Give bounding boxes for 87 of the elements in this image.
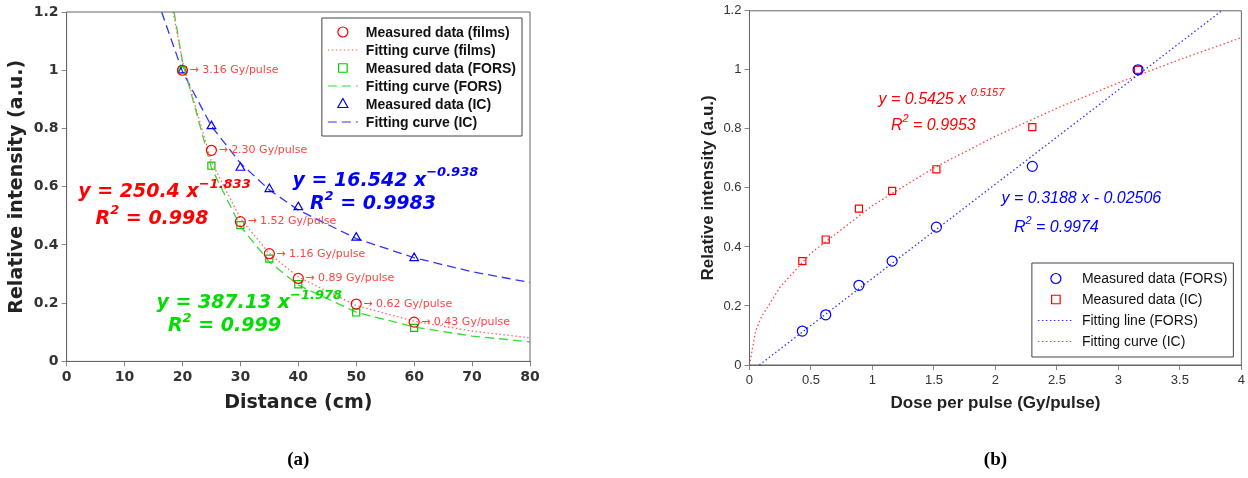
legend-label: Fitting curve (films): [365, 41, 496, 58]
annotation: y = 0.3188 x - 0.02506: [1000, 188, 1162, 206]
point: [821, 235, 830, 244]
x-tick-label: 2.5: [1047, 372, 1066, 388]
y-axis-title: Relative intensity (a.u.): [697, 95, 717, 281]
y-tick-label: 0.8: [723, 120, 742, 136]
point: [409, 252, 420, 262]
point: [234, 216, 246, 228]
point: [820, 309, 832, 321]
legend-label: Measured data (FORS): [1081, 270, 1228, 287]
y-tick-label: 0.2: [33, 293, 59, 310]
legend-label: Measured data (IC): [1081, 291, 1203, 308]
annotation: → 0.43 Gy/pulse: [421, 314, 511, 328]
point: [350, 298, 362, 310]
y-tick-label: 0.4: [33, 235, 59, 252]
point: [206, 120, 217, 130]
x-tick-label: 80: [520, 368, 540, 385]
point: [853, 279, 865, 291]
x-tick-label: 60: [404, 368, 425, 385]
text: (b): [983, 447, 1008, 470]
legend-label: Measured data (FORS): [365, 59, 516, 76]
x-axis-title: Dose per pulse (Gy/pulse): [890, 393, 1101, 413]
x-tick-label: 0: [745, 372, 754, 388]
y-tick-label: 0.4: [723, 238, 742, 254]
point: [265, 254, 274, 263]
x-tick-label: 40: [288, 368, 309, 385]
legend-label: Fitting curve (IC): [1081, 333, 1186, 350]
y-tick-label: 1.2: [723, 2, 742, 18]
annotation: → 1.52 Gy/pulse: [247, 214, 337, 228]
x-tick-label: 4: [1237, 372, 1245, 388]
y-axis-title: Relative intensity (a.u.): [4, 59, 27, 314]
point: [292, 272, 304, 285]
y-tick-label: 0.2: [723, 297, 742, 313]
point: [796, 325, 808, 337]
point: [854, 204, 864, 213]
x-tick-label: 3.5: [1170, 372, 1189, 388]
point: [1028, 122, 1037, 132]
legend-label: Measured data (IC): [365, 95, 492, 112]
annotation: → 2.30 Gy/pulse: [218, 143, 308, 157]
x-tick-label: 1: [868, 372, 877, 388]
point: [294, 280, 303, 289]
legend-label: Fitting curve (FORS): [365, 77, 502, 94]
legend-label: Measured data (films): [365, 23, 510, 40]
point: [263, 248, 275, 260]
x-tick-label: 1.5: [924, 372, 943, 388]
y-tick-label: 0.6: [33, 177, 59, 194]
point: [1026, 160, 1038, 172]
point: [932, 165, 941, 174]
x-tick-label: 0: [61, 368, 72, 385]
point: [235, 162, 246, 171]
point: [798, 256, 807, 266]
x-tick-label: 3: [1114, 372, 1123, 388]
y-tick-label: 0: [734, 356, 742, 372]
y-tick-label: 0: [48, 352, 59, 369]
point: [886, 255, 898, 267]
legend-label: Fitting line (FORS): [1081, 312, 1198, 329]
x-tick-label: 70: [462, 368, 483, 385]
point: [408, 316, 420, 328]
point: [264, 183, 275, 193]
x-tick-label: 10: [114, 368, 135, 385]
y-tick-label: 1: [48, 60, 59, 77]
annotation: → 0.62 Gy/pulse: [363, 296, 453, 310]
annotation: y = 0.5425 x 0.5157: [877, 85, 1006, 107]
x-tick-label: 20: [172, 368, 193, 385]
point: [352, 308, 361, 317]
point: [410, 323, 419, 333]
text: (a): [287, 447, 310, 470]
x-tick-label: 50: [346, 368, 367, 385]
annotation: → 3.16 Gy/pulse: [189, 63, 279, 77]
point: [930, 221, 942, 233]
point: [293, 201, 304, 211]
annotation: → 1.16 Gy/pulse: [276, 246, 366, 260]
y-tick-label: 0.6: [723, 179, 742, 195]
point: [207, 161, 216, 170]
y-tick-label: 1.2: [33, 2, 59, 19]
x-tick-label: 30: [230, 368, 251, 385]
x-tick-label: 0.5: [801, 372, 820, 388]
annotation: → 0.89 Gy/pulse: [305, 271, 395, 285]
point: [236, 221, 245, 230]
legend-label: Fitting curve (IC): [365, 113, 478, 130]
y-tick-label: 0.8: [33, 119, 59, 136]
y-tick-label: 1: [734, 61, 742, 77]
x-tick-label: 2: [991, 372, 1000, 388]
point: [205, 144, 218, 156]
point: [351, 232, 362, 241]
x-axis-title: Distance (cm): [224, 389, 373, 412]
point: [887, 186, 897, 195]
